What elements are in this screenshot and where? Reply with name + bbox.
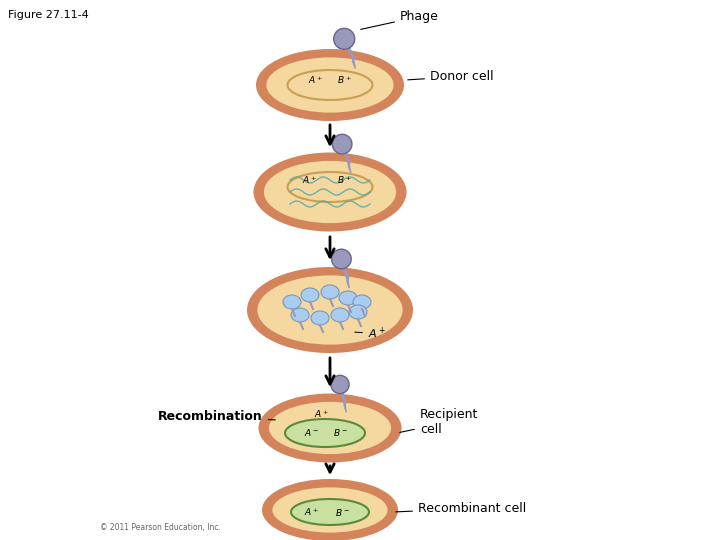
Ellipse shape bbox=[271, 486, 389, 534]
Ellipse shape bbox=[256, 274, 404, 346]
Text: $A^+$: $A^+$ bbox=[308, 74, 323, 86]
Text: $A^+$: $A^+$ bbox=[355, 326, 386, 341]
Ellipse shape bbox=[253, 152, 407, 232]
Text: $B^+$: $B^+$ bbox=[337, 174, 351, 186]
Ellipse shape bbox=[247, 267, 413, 353]
Circle shape bbox=[332, 249, 351, 269]
Ellipse shape bbox=[353, 295, 371, 309]
Ellipse shape bbox=[291, 499, 369, 525]
Ellipse shape bbox=[265, 56, 395, 114]
Text: $A^+$: $A^+$ bbox=[302, 174, 318, 186]
Ellipse shape bbox=[331, 308, 349, 322]
Text: $A^+$: $A^+$ bbox=[305, 506, 320, 518]
Ellipse shape bbox=[311, 311, 329, 325]
Text: $A^+$: $A^+$ bbox=[315, 408, 330, 420]
Ellipse shape bbox=[268, 401, 392, 456]
Ellipse shape bbox=[285, 419, 365, 447]
Text: $B^+$: $B^+$ bbox=[337, 74, 351, 86]
Text: Recipient
cell: Recipient cell bbox=[400, 408, 478, 436]
Text: Figure 27.11-4: Figure 27.11-4 bbox=[8, 10, 89, 20]
Ellipse shape bbox=[349, 305, 367, 319]
Ellipse shape bbox=[258, 394, 402, 462]
Ellipse shape bbox=[339, 291, 357, 305]
Ellipse shape bbox=[283, 295, 301, 309]
Text: Donor cell: Donor cell bbox=[408, 70, 494, 83]
Circle shape bbox=[333, 28, 355, 49]
Text: $B^-$: $B^-$ bbox=[333, 428, 347, 438]
Ellipse shape bbox=[256, 49, 404, 121]
Ellipse shape bbox=[321, 285, 339, 299]
Ellipse shape bbox=[301, 288, 319, 302]
Text: Recombination: Recombination bbox=[158, 410, 275, 423]
Text: Recombinant cell: Recombinant cell bbox=[396, 502, 526, 515]
Circle shape bbox=[333, 134, 352, 154]
Circle shape bbox=[331, 375, 349, 394]
Text: $A^-$: $A^-$ bbox=[305, 428, 320, 438]
Ellipse shape bbox=[263, 159, 397, 225]
Ellipse shape bbox=[262, 479, 398, 540]
Text: © 2011 Pearson Education, Inc.: © 2011 Pearson Education, Inc. bbox=[100, 523, 221, 532]
Ellipse shape bbox=[291, 308, 309, 322]
Text: Phage: Phage bbox=[361, 10, 439, 29]
Text: $B^-$: $B^-$ bbox=[335, 507, 349, 517]
